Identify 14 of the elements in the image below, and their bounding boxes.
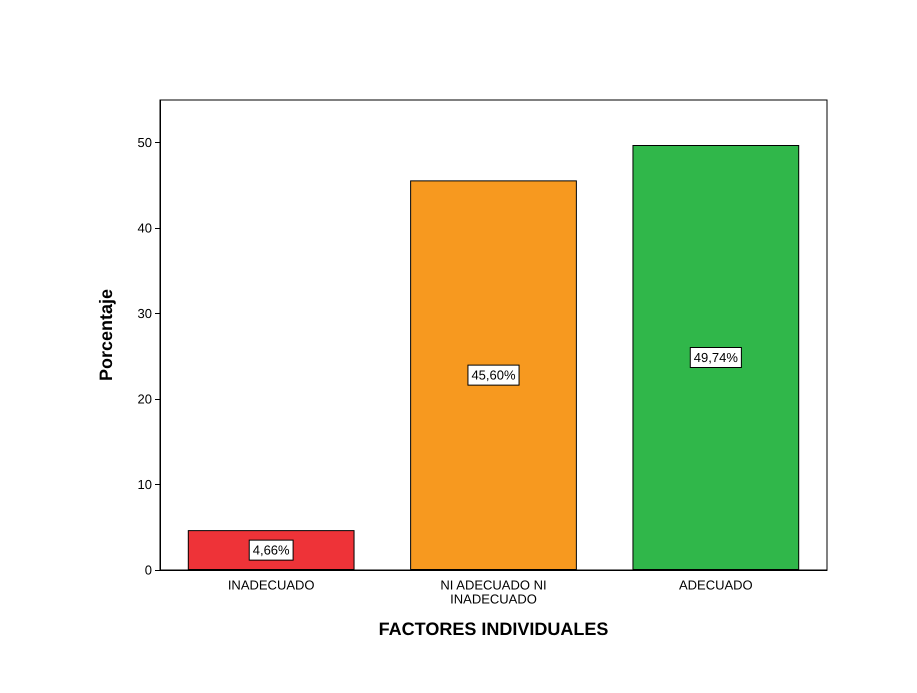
data-label: 49,74%	[694, 350, 738, 365]
y-tick-label: 10	[138, 477, 152, 492]
y-tick-label: 0	[144, 562, 152, 578]
y-axis-title: Porcentaje	[96, 288, 116, 382]
data-label: 4,66%	[252, 542, 290, 558]
x-tick-label: INADECUADO	[228, 578, 315, 592]
y-tick-label: 50	[138, 135, 152, 150]
y-tick-label: 20	[138, 392, 152, 407]
y-tick-label: 30	[138, 306, 152, 322]
x-tick-label: ADECUADO	[678, 578, 753, 592]
y-tick-label: 40	[138, 220, 152, 236]
data-label: 45,60%	[471, 368, 516, 383]
x-tick-label: NI ADECUADO NI INADECUADO	[440, 578, 547, 606]
x-axis-title: FACTORES INDIVIDUALES	[378, 619, 608, 639]
